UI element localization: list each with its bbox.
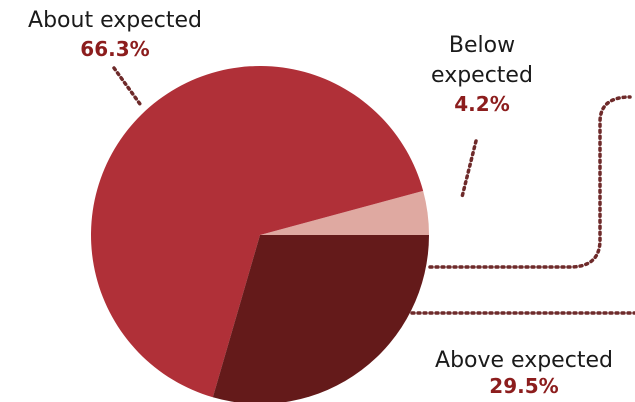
- slice-name-above: Above expected: [435, 348, 613, 373]
- slice-percent-above: 29.5%: [489, 374, 558, 398]
- slice-label-below: Below expected 4.2%: [431, 33, 533, 116]
- slice-label-above: Above expected 29.5%: [435, 348, 613, 398]
- leader-line-offscreen: [430, 97, 630, 267]
- slice-percent-about: 66.3%: [80, 37, 149, 61]
- leader-line-about: [114, 68, 140, 104]
- slice-percent-below: 4.2%: [454, 92, 509, 116]
- leader-line-below: [462, 141, 476, 197]
- slice-label-about: About expected 66.3%: [28, 8, 202, 61]
- slice-name-about: About expected: [28, 8, 202, 33]
- slice-name-below-line1: Below: [449, 33, 515, 58]
- slice-name-below-line2: expected: [431, 63, 533, 88]
- pie-slices: [91, 66, 429, 402]
